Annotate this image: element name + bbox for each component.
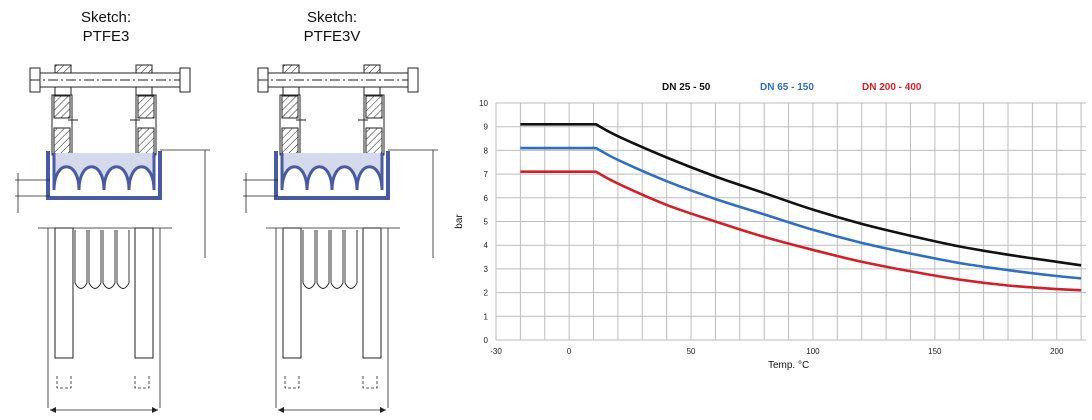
sketch-ptfe3v-title-line1: Sketch: bbox=[306, 9, 358, 26]
y-tick-label: 2 bbox=[484, 289, 489, 298]
pipe-leg-left bbox=[282, 227, 302, 359]
x-tick-label: 150 bbox=[928, 347, 942, 356]
series-line-2 bbox=[520, 146, 1082, 280]
bolt-nut bbox=[407, 67, 419, 93]
y-tick-label: 1 bbox=[484, 312, 489, 321]
bellows-inner-tube bbox=[116, 230, 130, 289]
sketch-ptfe3-title-line1: Sketch: bbox=[80, 9, 132, 26]
flange-hatch-bottom bbox=[281, 127, 299, 155]
x-axis-ticks: -30 0 50 100 150 200 bbox=[490, 347, 1064, 356]
sketch-ptfe3-title: Sketch: PTFE3 bbox=[36, 8, 176, 46]
chart-legend: DN 25 - 50 DN 65 - 150 DN 200 - 400 bbox=[662, 82, 922, 93]
bellows-inner-tube bbox=[74, 230, 88, 289]
flange-hatch-top bbox=[53, 95, 71, 119]
sketch-geometry bbox=[15, 64, 210, 413]
bellows-convolutions bbox=[52, 153, 156, 191]
bellows-outer bbox=[274, 151, 390, 200]
y-tick-label: 5 bbox=[484, 218, 489, 227]
y-tick-label: 7 bbox=[484, 170, 489, 179]
flange-hatch-top bbox=[281, 95, 299, 119]
foot-left bbox=[284, 376, 300, 389]
nut-block bbox=[135, 64, 153, 74]
nut-block bbox=[363, 64, 381, 74]
bellows-inner-tube bbox=[344, 230, 358, 289]
bolt-nut bbox=[179, 67, 191, 93]
bellows-inner-tube bbox=[302, 230, 316, 289]
washer-block bbox=[135, 86, 153, 96]
washer-block bbox=[282, 86, 300, 96]
sketch-ptfe3v-title: Sketch: PTFE3V bbox=[262, 8, 402, 46]
dim-arrowhead bbox=[380, 407, 386, 413]
pipe-leg-left bbox=[54, 227, 74, 359]
sketch-ptfe3-title-line2: PTFE3 bbox=[82, 28, 130, 45]
bellows-inner-tube bbox=[316, 230, 330, 289]
x-tick-label: 200 bbox=[1050, 347, 1064, 356]
sketch-ptfe3v-drawing bbox=[243, 64, 438, 413]
pipe-leg-right bbox=[362, 227, 382, 359]
washer-block bbox=[54, 86, 72, 96]
flange-hatch-bottom bbox=[365, 127, 383, 155]
bellows-inner-tube bbox=[88, 230, 102, 289]
y-tick-label: 3 bbox=[484, 265, 489, 274]
foot-left bbox=[56, 376, 72, 389]
bellows-convolutions bbox=[280, 153, 384, 191]
sketch-ptfe3v-title-line2: PTFE3V bbox=[303, 28, 361, 45]
x-tick-label: 50 bbox=[687, 347, 696, 356]
dim-arrowhead bbox=[278, 407, 284, 413]
y-tick-label: 10 bbox=[479, 99, 488, 108]
bellows-inner-tube bbox=[330, 230, 344, 289]
x-tick-label: 100 bbox=[806, 347, 820, 356]
y-tick-label: 6 bbox=[484, 194, 489, 203]
y-axis-ticks: 0 1 2 3 4 5 6 7 8 9 10 bbox=[479, 99, 488, 345]
pipe-leg-right bbox=[134, 227, 154, 359]
nut-block bbox=[54, 64, 72, 74]
chart-series bbox=[520, 123, 1082, 292]
series-line-1 bbox=[520, 123, 1082, 267]
flange-hatch-top bbox=[137, 95, 155, 119]
y-axis-label: bar bbox=[454, 214, 465, 229]
washer-block bbox=[363, 86, 381, 96]
chart-grid bbox=[495, 102, 1086, 341]
bellows-inner-tube bbox=[102, 230, 116, 289]
flange-hatch-bottom bbox=[137, 127, 155, 155]
legend-entry-3: DN 200 - 400 bbox=[862, 82, 922, 93]
x-tick-label: -30 bbox=[490, 347, 502, 356]
flange-hatch-top bbox=[365, 95, 383, 119]
dim-arrowhead bbox=[50, 407, 56, 413]
y-tick-label: 0 bbox=[484, 336, 489, 345]
x-tick-label: 0 bbox=[567, 347, 572, 356]
flange-hatch-bottom bbox=[53, 127, 71, 155]
series-line-3 bbox=[520, 170, 1082, 292]
foot-right bbox=[362, 376, 378, 389]
legend-entry-2: DN 65 - 150 bbox=[760, 82, 814, 93]
sketch-geometry bbox=[243, 64, 438, 413]
nut-block bbox=[282, 64, 300, 74]
x-axis-label: Temp. °C bbox=[768, 360, 809, 371]
foot-right bbox=[134, 376, 150, 389]
y-tick-label: 4 bbox=[484, 241, 489, 250]
y-tick-label: 8 bbox=[484, 146, 489, 155]
legend-entry-1: DN 25 - 50 bbox=[662, 82, 711, 93]
dim-arrowhead bbox=[152, 407, 158, 413]
bellows-outer bbox=[46, 151, 162, 200]
sketch-ptfe3-drawing bbox=[15, 64, 210, 413]
y-tick-label: 9 bbox=[484, 123, 489, 132]
